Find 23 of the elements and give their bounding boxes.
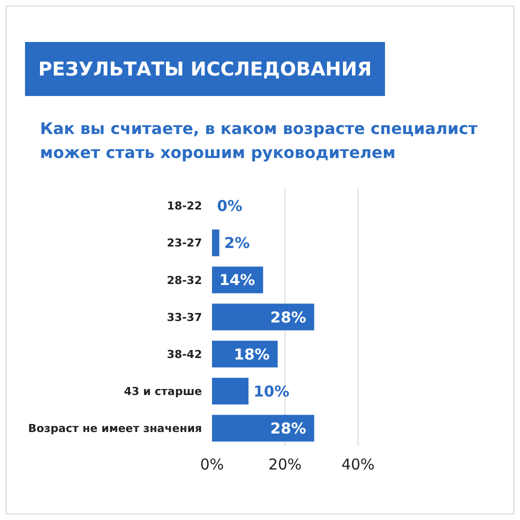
y-tick-label: Возраст не имеет значения [28,422,202,436]
x-tick-label: 20% [268,455,302,474]
data-label: 0% [217,197,242,216]
chart-subtitle: Как вы считаете, в каком возрасте специалист может стать хорошим руководителем [40,119,478,162]
bar [212,304,314,330]
y-tick-label: 43 и старше [124,384,202,398]
y-tick-label: 23-27 [166,236,202,250]
data-label: 28% [270,308,306,326]
data-label: 2% [224,234,250,252]
data-label: 28% [270,419,306,438]
bar [212,378,248,404]
x-tick-label: 40% [341,455,375,474]
bar [212,230,220,256]
chart-title: РЕЗУЛЬТАТЫ ИССЛЕДОВАНИЯ [38,58,372,81]
data-label: 18% [234,345,270,364]
bar [212,414,314,442]
data-label: 14% [219,271,256,290]
y-tick-label: 38-42 [166,348,202,361]
y-tick-label: 33-37 [166,310,202,324]
y-tick-label: 18-22 [166,200,202,213]
data-label: 10% [254,382,290,400]
y-tick-label: 28-32 [166,274,202,287]
x-tick-label: 0% [200,455,224,474]
